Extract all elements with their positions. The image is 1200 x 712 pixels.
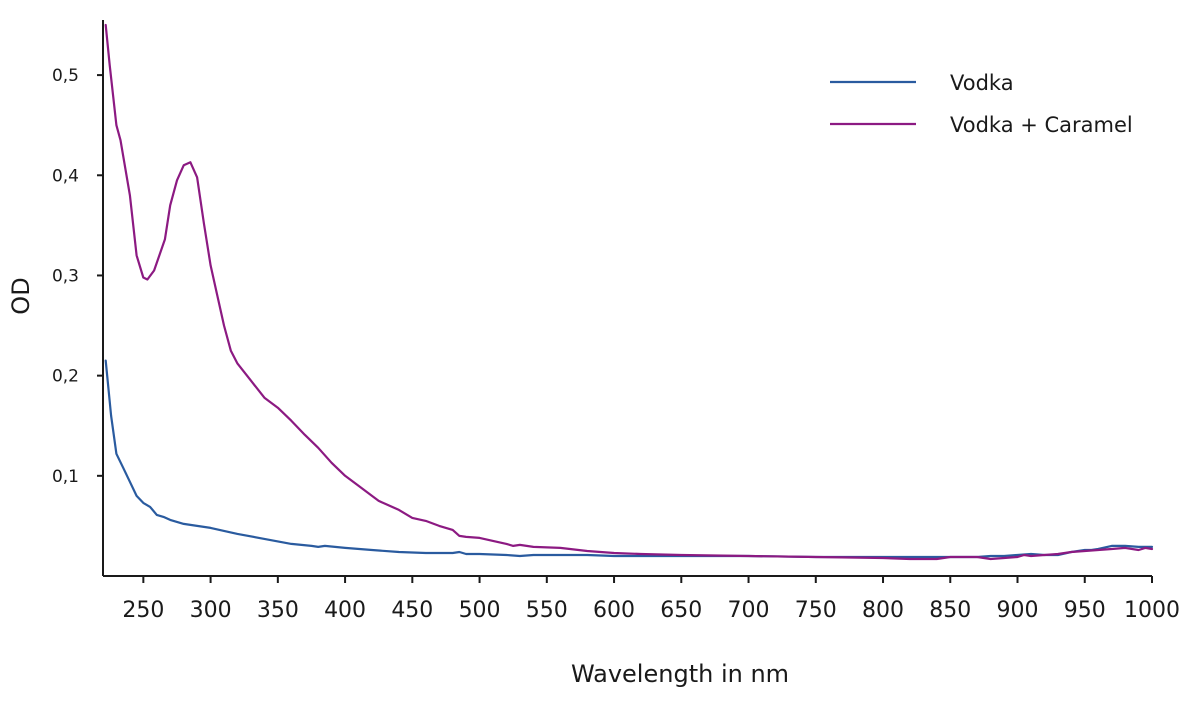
series-line-vodka [104, 359, 1154, 559]
x-tick-label: 700 [728, 598, 770, 623]
x-ticks: 250 300 350 400 450 500 550 600 650 700 750 800 850 9… [122, 576, 1180, 623]
x-tick-label: 450 [391, 598, 433, 623]
series-line-vodka-caramel [104, 23, 1154, 561]
y-ticks: 0,1 0,2 0,3 0,4 0,5 [52, 66, 103, 487]
x-axis-title: Wavelength in nm [571, 660, 789, 688]
y-tick-label: 0,1 [52, 467, 79, 487]
x-tick-label: 350 [257, 598, 299, 623]
x-tick-label: 1000 [1124, 598, 1180, 623]
legend-label: Vodka [950, 71, 1014, 95]
x-tick-label: 400 [324, 598, 366, 623]
legend: Vodka Vodka + Caramel [830, 71, 1133, 137]
x-tick-label: 900 [997, 598, 1039, 623]
legend-label: Vodka + Caramel [950, 113, 1133, 137]
y-tick-label: 0,5 [52, 66, 79, 86]
x-tick-label: 250 [122, 598, 164, 623]
x-tick-label: 650 [660, 598, 702, 623]
series-lines [104, 23, 1154, 561]
x-tick-label: 550 [526, 598, 568, 623]
x-tick-label: 300 [190, 598, 232, 623]
plot-area: 0,1 0,2 0,3 0,4 0,5 250 300 350 400 450 500 550 600… [52, 20, 1180, 623]
x-tick-label: 800 [862, 598, 904, 623]
y-tick-label: 0,4 [52, 166, 79, 186]
y-tick-label: 0,3 [52, 266, 79, 286]
x-tick-label: 850 [929, 598, 971, 623]
y-axis-title: OD [7, 277, 35, 314]
x-tick-label: 950 [1064, 598, 1106, 623]
y-tick-label: 0,2 [52, 367, 79, 387]
x-tick-label: 750 [795, 598, 837, 623]
x-tick-label: 500 [459, 598, 501, 623]
x-tick-label: 600 [593, 598, 635, 623]
